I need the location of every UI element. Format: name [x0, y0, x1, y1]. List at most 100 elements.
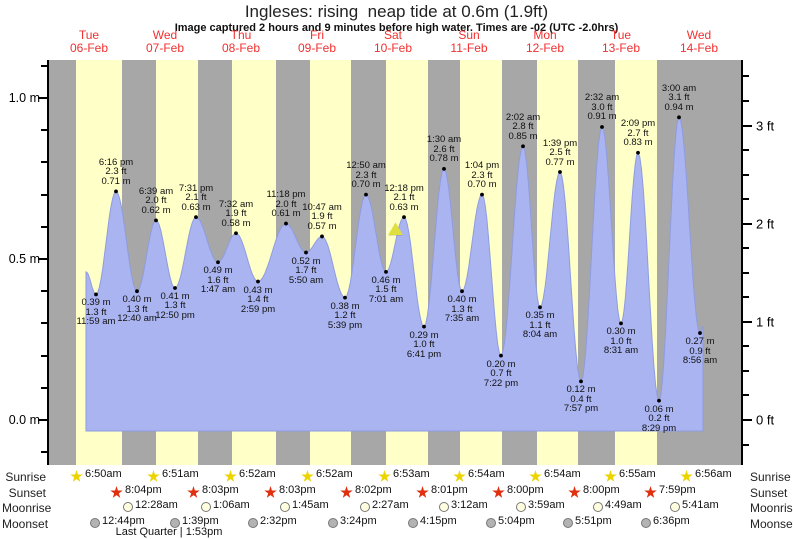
high-tide-label: 2:02 am 2.8 ft 0.85 m: [505, 111, 541, 142]
day-label-06-Feb: Tue 06-Feb: [69, 28, 109, 55]
tide-point-dot: [677, 115, 681, 120]
row-label-sunset-left: Sunset: [8, 486, 46, 500]
sunset-star-icon: [187, 486, 200, 498]
sunset-entry: 8:03pm: [187, 484, 239, 499]
tide-point-dot: [284, 221, 288, 226]
moonset-entry: 3:24pm: [328, 515, 377, 529]
tide-point-dot: [114, 189, 118, 194]
day-label-09-Feb: Fri 09-Feb: [297, 28, 337, 55]
sunset-entry: 8:04pm: [110, 484, 162, 499]
sunrise-star-icon: [224, 470, 237, 482]
moonset-moon-icon: [641, 518, 651, 529]
moonrise-moon-icon: [593, 502, 603, 513]
high-tide-label: 7:32 am 1.9 ft 0.58 m: [218, 198, 254, 229]
right-tick: [743, 443, 749, 446]
sunrise-entry: 6:52am: [224, 468, 276, 483]
left-tick: [41, 225, 47, 228]
tide-point-dot: [216, 260, 220, 265]
tide-point-dot: [499, 353, 503, 358]
left-tick: [38, 97, 47, 99]
low-tide-label: 0.12 m 0.4 ft 7:57 pm: [563, 384, 599, 415]
moonset-moon-icon: [408, 518, 418, 529]
tide-point-dot: [135, 289, 139, 294]
moonset-entry: 12:44pm: [90, 515, 145, 529]
day-label-11-Feb: Sun 11-Feb: [450, 28, 488, 55]
tide-point-dot: [364, 192, 368, 197]
high-tide-label: 6:39 am 2.0 ft 0.62 m: [138, 185, 174, 216]
moonset-moon-icon: [486, 518, 496, 529]
night-band: [49, 60, 76, 465]
left-tick: [41, 290, 47, 293]
high-tide-label: 1:04 pm 2.3 ft 0.70 m: [464, 160, 500, 191]
sunset-star-icon: [264, 486, 277, 498]
day-label-08-Feb: Thu 08-Feb: [221, 28, 261, 55]
sunrise-star-icon: [680, 470, 693, 482]
day-label-07-Feb: Wed 07-Feb: [145, 28, 185, 55]
y-axis-label-ft: 2 ft: [756, 216, 775, 232]
moonrise-entry: 3:12am: [439, 499, 488, 513]
right-tick: [743, 247, 749, 250]
low-tide-label: 0.38 m 1.2 ft 5:39 pm: [327, 300, 363, 331]
tide-point-dot: [636, 150, 640, 155]
left-tick: [41, 129, 47, 132]
right-tick: [743, 369, 749, 372]
sunset-entry: 7:59pm: [644, 484, 696, 499]
moonset-entry: 5:51pm: [563, 515, 612, 529]
moonrise-moon-icon: [123, 502, 133, 513]
moonset-moon-icon: [90, 518, 100, 529]
right-tick: [743, 419, 752, 421]
sunrise-star-icon: [70, 470, 83, 482]
moonset-entry: 5:04pm: [486, 515, 535, 529]
tide-point-dot: [538, 305, 542, 310]
moonrise-entry: 1:06am: [201, 499, 250, 513]
sunrise-entry: 6:50am: [70, 468, 122, 483]
moonset-entry: 1:39pm: [170, 515, 219, 529]
moonrise-entry: 12:28am: [123, 499, 178, 513]
low-tide-label: 0.40 m 1.3 ft 12:40 am: [117, 294, 157, 325]
moonset-entry: 2:32pm: [248, 515, 297, 529]
high-tide-label: 7:31 pm 2.1 ft 0.63 m: [178, 182, 214, 213]
sunrise-star-icon: [604, 470, 617, 482]
day-label-13-Feb: Tue 13-Feb: [601, 28, 641, 55]
sunset-star-icon: [492, 486, 505, 498]
moon-phase-note: Last Quarter | 1:53pm: [115, 526, 223, 538]
tide-point-dot: [698, 331, 702, 335]
low-tide-label: 0.43 m 1.4 ft 2:59 pm: [240, 284, 276, 315]
sunset-star-icon: [568, 486, 581, 498]
tide-point-dot: [384, 269, 388, 274]
tide-point-dot: [234, 231, 238, 236]
chart-subtitle: Image captured 2 hours and 9 minutes bef…: [174, 22, 619, 34]
low-tide-label: 0.35 m 1.1 ft 8:04 am: [522, 310, 558, 341]
left-tick: [41, 322, 47, 325]
y-axis-label-ft: 3 ft: [756, 118, 775, 134]
low-tide-label: 0.29 m 1.0 ft 6:41 pm: [406, 329, 442, 360]
sunset-entry: 8:01pm: [416, 484, 468, 499]
left-axis: [47, 60, 49, 465]
right-tick: [743, 198, 749, 201]
row-label-moonset-left: Moonset: [2, 517, 49, 531]
left-tick: [41, 193, 47, 196]
low-tide-label: 0.46 m 1.5 ft 7:01 am: [368, 274, 404, 305]
y-axis-label-m: 1.0 m: [8, 91, 40, 105]
sunrise-star-icon: [378, 470, 391, 482]
moonset-moon-icon: [170, 518, 180, 529]
moonrise-moon-icon: [201, 502, 211, 513]
sunset-entry: 8:03pm: [264, 484, 316, 499]
low-tide-label: 0.06 m 0.2 ft 8:29 pm: [641, 403, 677, 434]
low-tide-label: 0.52 m 1.7 ft 5:50 am: [288, 255, 324, 286]
high-tide-label: 6:16 pm 2.3 ft 0.71 m: [98, 156, 134, 187]
sunset-star-icon: [340, 486, 353, 498]
moonrise-entry: 1:45am: [280, 499, 329, 513]
right-tick: [743, 222, 752, 225]
left-tick: [38, 258, 47, 260]
moonset-moon-icon: [563, 518, 573, 529]
day-label-14-Feb: Wed 14-Feb: [679, 28, 719, 55]
tide-point-dot: [256, 279, 260, 284]
moonrise-entry: 5:41am: [670, 499, 719, 513]
moonrise-entry: 3:59am: [516, 499, 565, 513]
high-tide-label: 11:18 pm 2.0 ft 0.61 m: [266, 189, 306, 220]
high-tide-label: 3:00 am 3.1 ft 0.94 m: [661, 82, 697, 113]
y-axis-label-m: 0.0 m: [8, 413, 40, 427]
sunrise-entry: 6:51am: [147, 468, 199, 483]
high-tide-label: 12:18 pm 2.1 ft 0.63 m: [384, 182, 424, 213]
